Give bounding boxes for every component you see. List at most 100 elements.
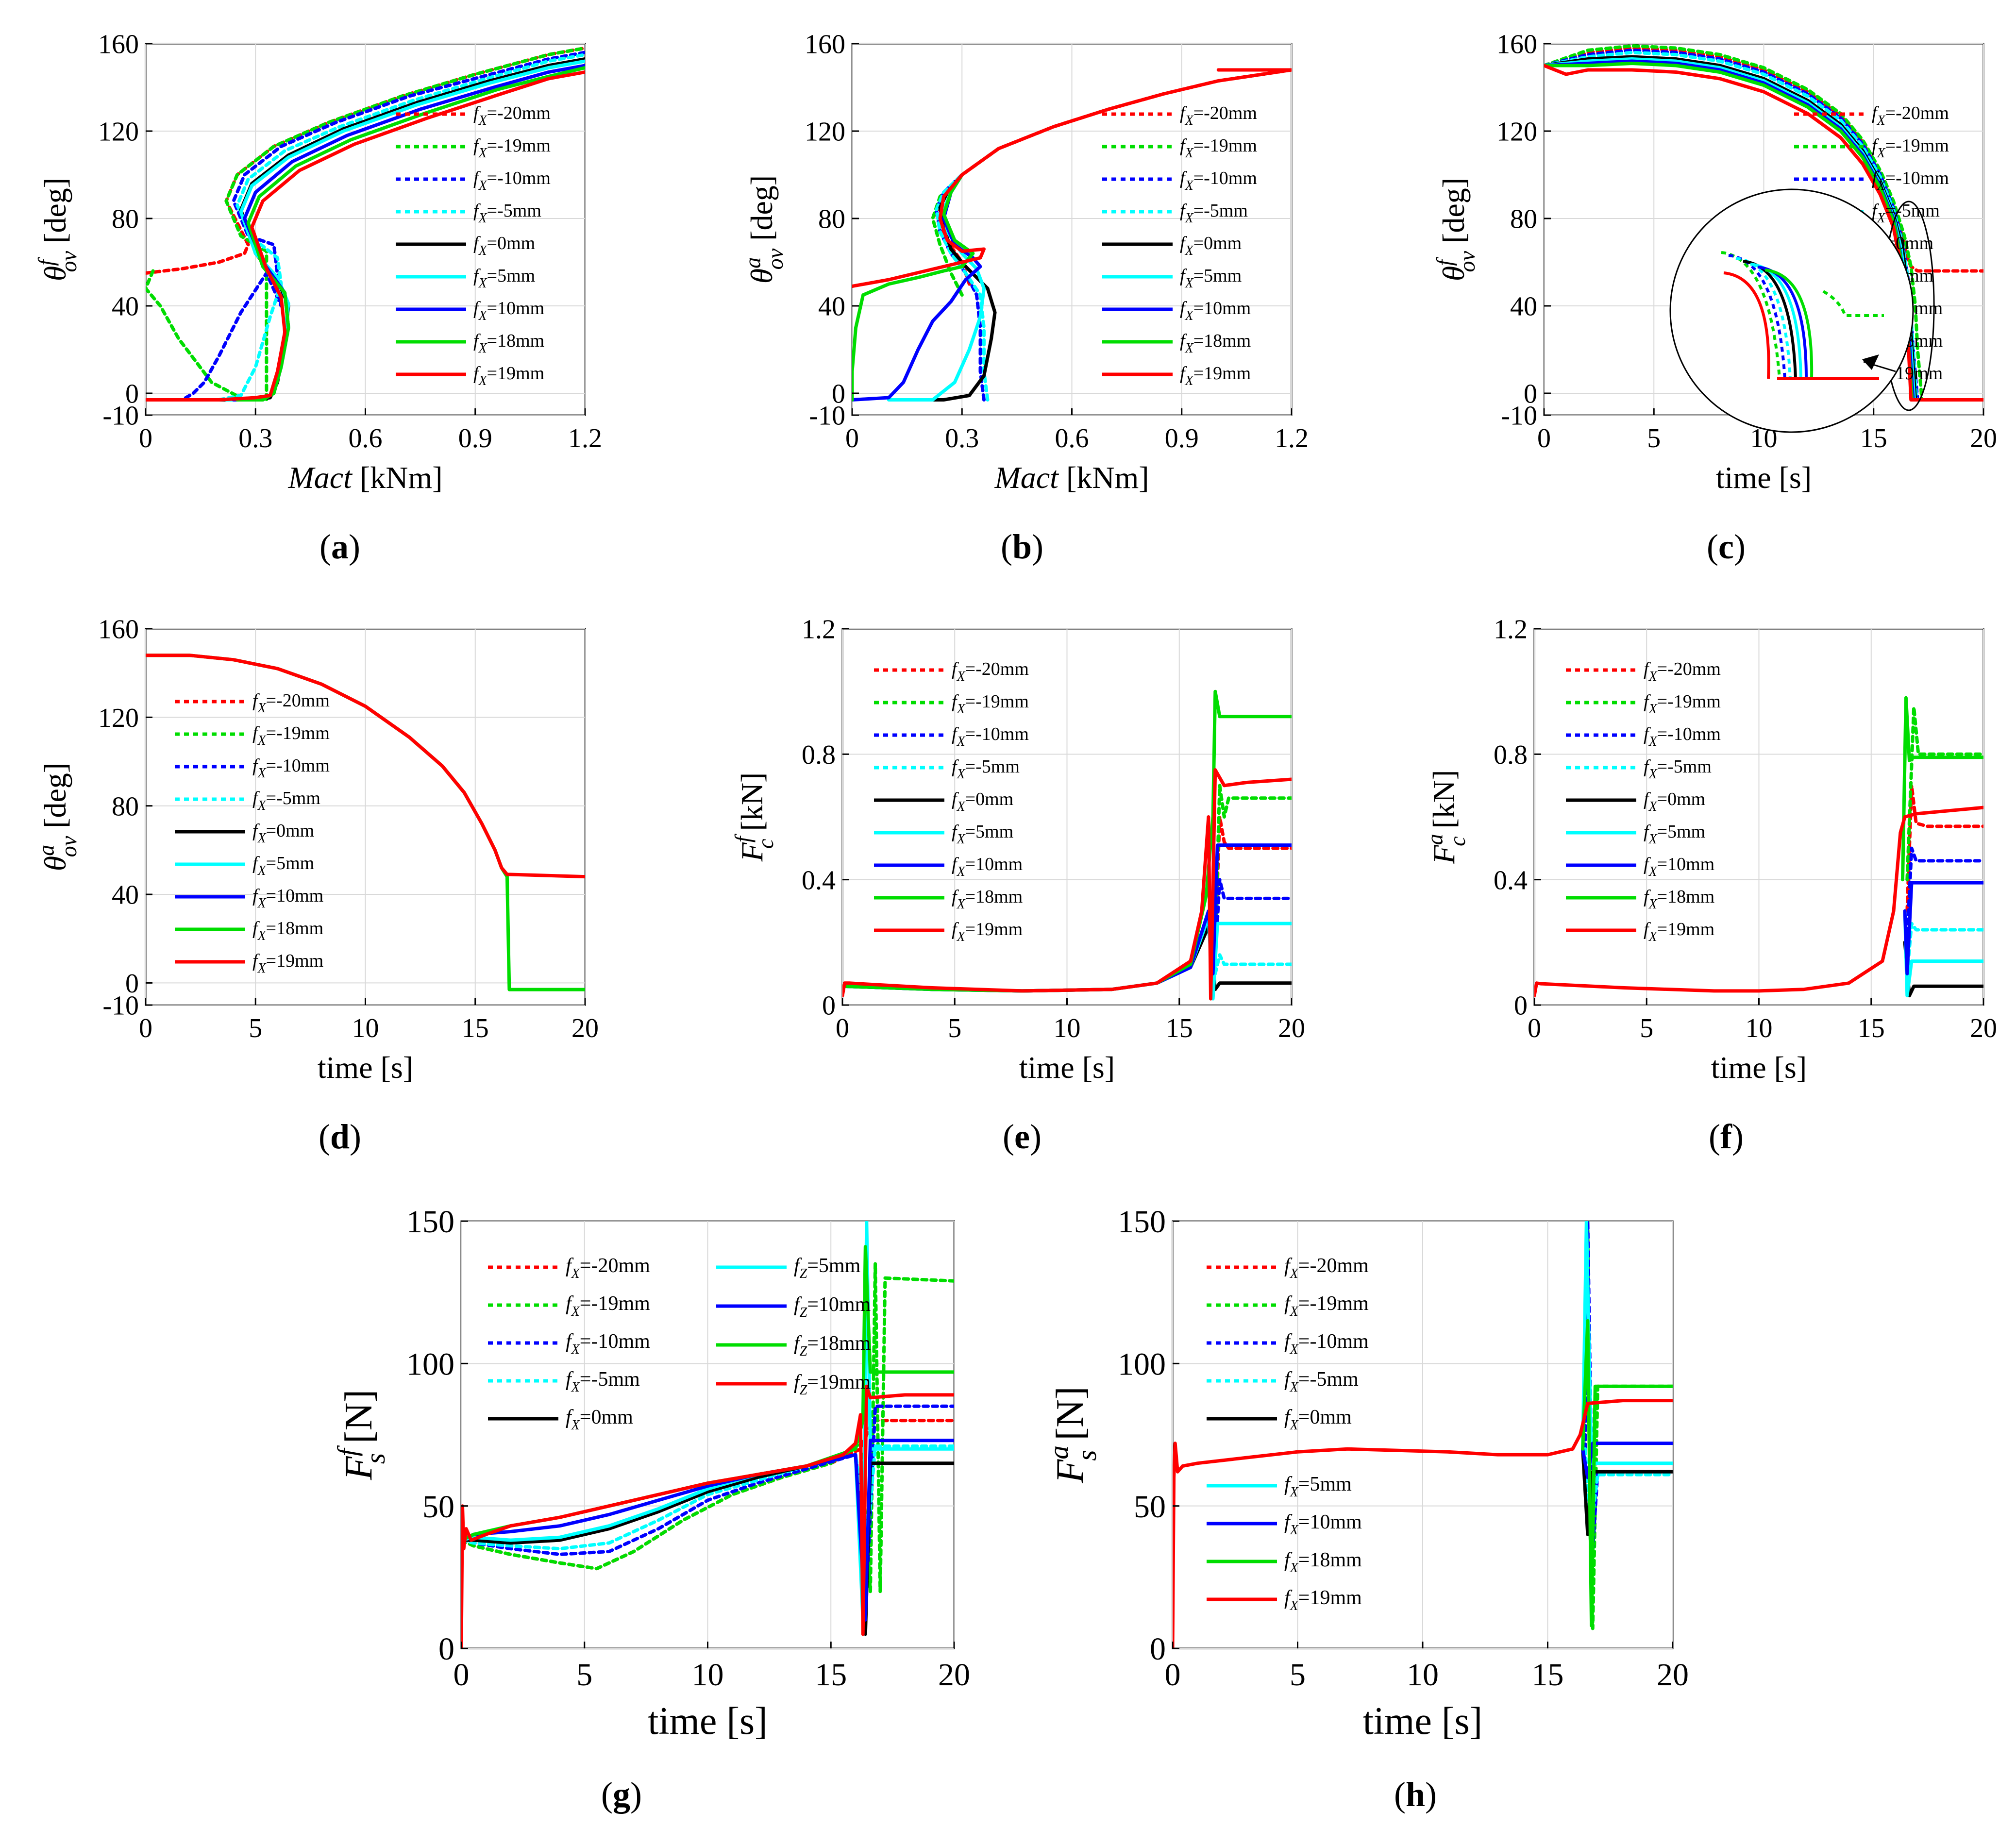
legend-sub: X bbox=[571, 1304, 580, 1319]
legend-value: =19mm bbox=[487, 363, 545, 384]
legend-entry: fX=-5mm bbox=[252, 788, 320, 813]
panel-label: (a) bbox=[319, 527, 360, 566]
legend-value: =19mm bbox=[965, 919, 1023, 940]
x-tick-label: 15 bbox=[462, 1013, 489, 1043]
x-tick-label: 0 bbox=[454, 1657, 470, 1693]
legend-sub: X bbox=[478, 341, 487, 356]
x-tick-label: 15 bbox=[1166, 1013, 1193, 1043]
label-sup: f bbox=[1432, 257, 1457, 266]
legend-value: =0mm bbox=[1193, 233, 1242, 253]
inset-curve bbox=[1822, 290, 1884, 317]
series-group bbox=[852, 68, 1292, 402]
legend-entry: fX=-5mm bbox=[1284, 1368, 1359, 1395]
y-tick-label: 40 bbox=[818, 292, 845, 322]
label-unit: [kNm] bbox=[1058, 460, 1149, 495]
legend-sub: X bbox=[478, 373, 487, 388]
y-tick-label: 100 bbox=[406, 1346, 454, 1382]
legend-value: =-20mm bbox=[1298, 1255, 1369, 1277]
legend-value: =18mm bbox=[487, 331, 545, 351]
y-tick-label: 50 bbox=[422, 1489, 454, 1525]
panel-paren: ) bbox=[349, 527, 360, 566]
legend-value: =19mm bbox=[1193, 363, 1251, 384]
chart-panel-e: 0 5 10 15 20 0 0.4 0.8 1.2 time [s] Ffc [kN] (e) fX=… bbox=[731, 615, 1305, 1156]
legend-sub: X bbox=[478, 113, 487, 128]
panel-paren: ( bbox=[319, 527, 331, 566]
panel-paren: ) bbox=[1732, 1117, 1744, 1156]
legend-value: =-19mm bbox=[1657, 691, 1721, 712]
legend-entry: fX=-10mm bbox=[952, 724, 1029, 749]
series-line bbox=[461, 1262, 954, 1594]
y-tick-label: 0 bbox=[438, 1631, 454, 1667]
y-tick-label: 0 bbox=[1150, 1631, 1166, 1667]
legend-value: =-20mm bbox=[1885, 103, 1949, 123]
panel-paren: ( bbox=[601, 1775, 613, 1814]
y-tick-label: 0 bbox=[1514, 991, 1528, 1021]
series-group bbox=[146, 46, 585, 402]
legend-value: =10mm bbox=[266, 886, 324, 906]
y-tick-label: 1.2 bbox=[1494, 615, 1528, 645]
legend-sub: X bbox=[257, 961, 267, 976]
legend-value: =18mm bbox=[965, 887, 1023, 907]
x-tick-label: 0.9 bbox=[1165, 423, 1199, 453]
legend-value: =5mm bbox=[1657, 822, 1706, 842]
legend-entry: fX=-20mm bbox=[1284, 1255, 1369, 1281]
series-line bbox=[461, 1404, 954, 1565]
x-axis-label: time [s] bbox=[1711, 1050, 1807, 1085]
label-unit: [N] bbox=[337, 1390, 380, 1453]
legend-value: =-20mm bbox=[965, 659, 1029, 679]
legend-entry: fX=10mm bbox=[1284, 1511, 1362, 1538]
y-tick-label: 0 bbox=[125, 969, 139, 999]
panel-paren: ( bbox=[1001, 527, 1012, 566]
label-unit: [N] bbox=[1049, 1386, 1092, 1450]
legend-sub: X bbox=[478, 276, 487, 291]
legend-entry: fX=-5mm bbox=[1644, 756, 1712, 782]
legend-value: =-5mm bbox=[1298, 1368, 1359, 1391]
label-base: θ bbox=[1436, 266, 1471, 281]
zoom-annotation bbox=[1669, 188, 1935, 433]
series-line bbox=[1213, 953, 1292, 975]
x-tick-label: 20 bbox=[1657, 1657, 1689, 1693]
label-base: F bbox=[735, 842, 769, 862]
label-sub: s bbox=[1072, 1450, 1102, 1460]
label-base: θ bbox=[38, 266, 72, 281]
label-unit: [deg] bbox=[1436, 178, 1471, 251]
legend-entry: fX=-10mm bbox=[1180, 168, 1257, 193]
x-tick-label: 0 bbox=[845, 423, 859, 453]
legend-sub: X bbox=[1185, 341, 1194, 356]
y-tick-label: -10 bbox=[809, 401, 845, 431]
legend-value: =-19mm bbox=[580, 1292, 650, 1315]
legend-value: =-10mm bbox=[580, 1330, 650, 1353]
legend-entry: fX=0mm bbox=[1644, 789, 1705, 814]
legend-sub: X bbox=[957, 832, 966, 847]
x-tick-label: 0.3 bbox=[945, 423, 979, 453]
legend-sub: X bbox=[957, 864, 966, 879]
x-tick-label: 0 bbox=[139, 423, 152, 453]
legend-entry: fX=-20mm bbox=[1644, 659, 1721, 684]
legend-value: =-19mm bbox=[1298, 1292, 1369, 1315]
legend-entry: fX=-5mm bbox=[566, 1368, 640, 1395]
legend-sub: X bbox=[571, 1342, 580, 1357]
legend-entry: fX=10mm bbox=[1180, 298, 1251, 323]
legend-entry: fX=18mm bbox=[1644, 887, 1714, 912]
series-line bbox=[461, 1384, 954, 1648]
legend-entry: fX=-19mm bbox=[1644, 691, 1721, 717]
legend-sub: X bbox=[1290, 1342, 1299, 1357]
legend-value: =10mm bbox=[965, 854, 1023, 874]
legend-value: =-10mm bbox=[1657, 724, 1721, 744]
legend-value: =19mm bbox=[1298, 1587, 1362, 1609]
x-tick-label: 5 bbox=[576, 1657, 592, 1693]
series-line bbox=[146, 70, 585, 402]
y-tick-label: 100 bbox=[1118, 1346, 1166, 1382]
legend-sub: X bbox=[478, 178, 487, 193]
legend-value: =18mm bbox=[1193, 331, 1251, 351]
legend-value: =19mm bbox=[807, 1371, 871, 1393]
y-tick-label: 0.4 bbox=[1494, 865, 1528, 895]
series-line bbox=[842, 768, 1292, 1001]
legend-entry: fX=-20mm bbox=[473, 103, 551, 128]
legend-entry: fX=5mm bbox=[1180, 266, 1242, 291]
panel-paren: ) bbox=[1032, 527, 1043, 566]
panel-paren: ) bbox=[630, 1775, 642, 1814]
legend-value: =-5mm bbox=[1885, 201, 1940, 221]
label-sub: s bbox=[360, 1453, 391, 1464]
